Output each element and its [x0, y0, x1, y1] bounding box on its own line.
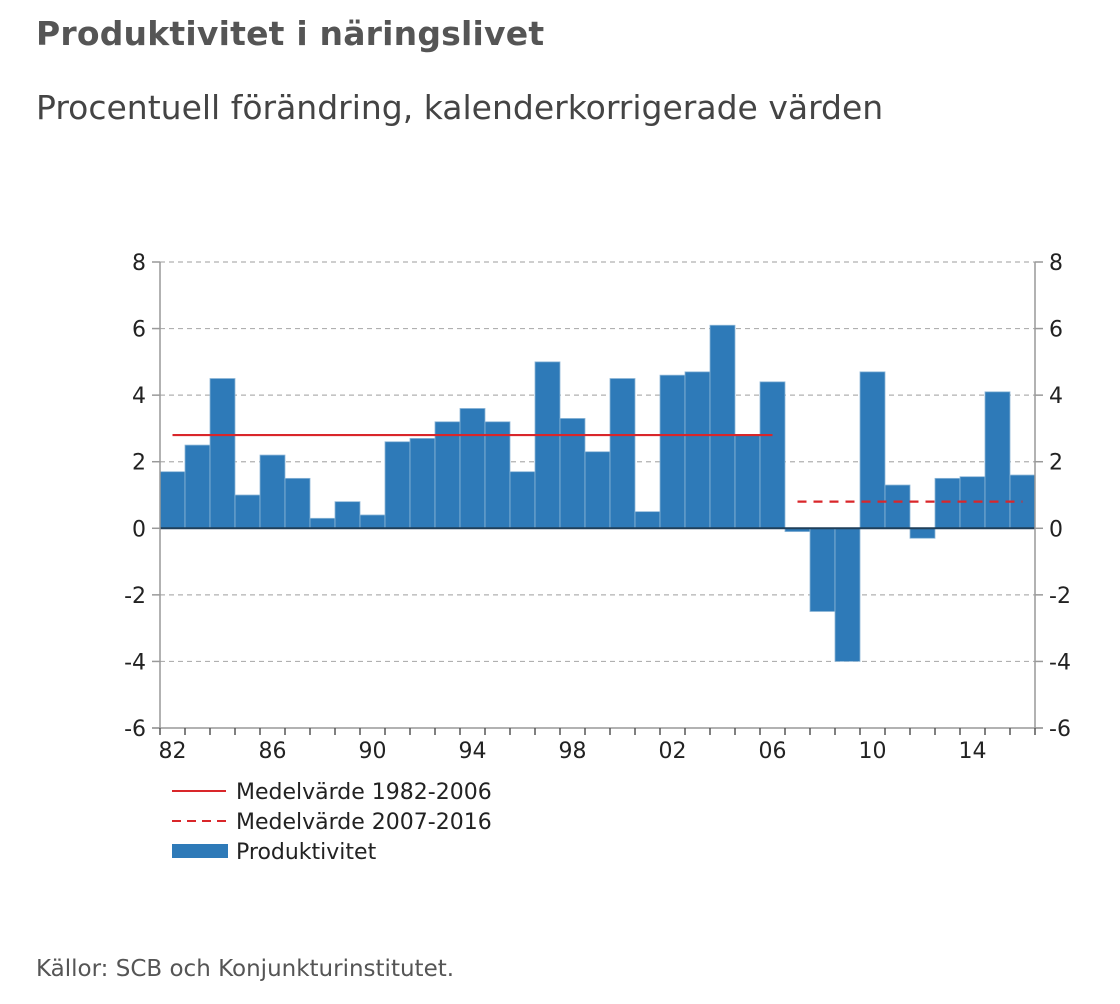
y-tick-label-right: 8: [1049, 251, 1063, 276]
x-tick-label: 14: [959, 739, 987, 764]
y-tick-label-left: 0: [132, 517, 146, 542]
bar-2001: [634, 511, 661, 529]
bar-1991: [384, 441, 411, 529]
x-tick-label: 06: [759, 739, 787, 764]
y-axis-left-labels: 8 6 4 2 0 -2 -4 -6: [124, 251, 146, 742]
x-tick-label: 86: [259, 739, 287, 764]
y-tick-label-left: 4: [132, 384, 146, 409]
bar-1996: [509, 471, 536, 529]
bar-1983: [184, 444, 211, 529]
bar-2008: [809, 527, 836, 612]
y-axis-right-labels: 8 6 4 2 0 -2 -4 -6: [1049, 251, 1071, 742]
bar-1993: [434, 421, 461, 529]
y-tick-label-right: 6: [1049, 318, 1063, 343]
bar-1997: [534, 361, 561, 529]
bar-2003: [684, 371, 711, 529]
bar-1992: [409, 438, 436, 529]
chart-title: Produktivitet i näringslivet: [36, 14, 545, 53]
mean-lines: [172, 433, 1023, 503]
y-tick-label-right: -4: [1049, 650, 1071, 675]
x-tick-label: 02: [659, 739, 687, 764]
bar-2009: [834, 527, 861, 662]
y-tick-label-left: -2: [124, 584, 146, 609]
y-tick-label-left: -4: [124, 650, 146, 675]
y-tick-label-left: 2: [132, 451, 146, 476]
bar-2010: [859, 371, 886, 529]
bar-2012: [909, 527, 936, 539]
bar-1999: [584, 451, 611, 529]
y-tick-label-left: 6: [132, 318, 146, 343]
legend-label: Produktivitet: [236, 840, 377, 865]
bar-2015: [984, 391, 1011, 529]
bar-1995: [484, 421, 511, 529]
bar-2004: [709, 324, 736, 529]
y-tick-label-right: 0: [1049, 517, 1063, 542]
bars: [159, 324, 1036, 662]
x-axis-labels: 82 86 90 94 98 02 06 10 14: [159, 739, 987, 764]
x-tick-label: 90: [359, 739, 387, 764]
bar-1998: [559, 418, 586, 529]
bar-1985: [234, 494, 261, 529]
x-tick-label: 82: [159, 739, 187, 764]
bar-2011: [884, 484, 911, 529]
bar-1994: [459, 408, 486, 529]
bar-1988: [309, 517, 336, 529]
bar-1982: [159, 471, 186, 529]
legend: Medelvärde 1982-2006 Medelvärde 2007-2016…: [172, 780, 492, 865]
legend-label: Medelvärde 1982-2006: [236, 780, 492, 805]
y-tick-label-left: -6: [124, 717, 146, 742]
y-tick-label-right: 4: [1049, 384, 1063, 409]
y-tick-label-left: 8: [132, 251, 146, 276]
bar-1990: [359, 514, 386, 529]
x-tick-label: 10: [859, 739, 887, 764]
axes: [152, 261, 1043, 735]
bar-1989: [334, 501, 361, 529]
bar-2000: [609, 378, 636, 529]
bar-2002: [659, 374, 686, 529]
legend-symbol-bar: [172, 844, 228, 858]
bar-2006: [759, 381, 786, 529]
source-note: Källor: SCB och Konjunkturinstitutet.: [36, 956, 455, 982]
y-tick-label-right: -2: [1049, 584, 1071, 609]
legend-label: Medelvärde 2007-2016: [236, 810, 492, 835]
bar-1987: [284, 477, 311, 529]
y-tick-label-right: -6: [1049, 717, 1071, 742]
y-tick-label-right: 2: [1049, 451, 1063, 476]
bar-2005: [734, 434, 761, 529]
x-tick-label: 98: [559, 739, 587, 764]
bar-2013: [934, 477, 961, 529]
chart-subtitle: Procentuell förändring, kalenderkorriger…: [36, 88, 884, 127]
x-tick-label: 94: [459, 739, 487, 764]
bar-1986: [259, 454, 286, 529]
bar-1984: [209, 378, 236, 529]
